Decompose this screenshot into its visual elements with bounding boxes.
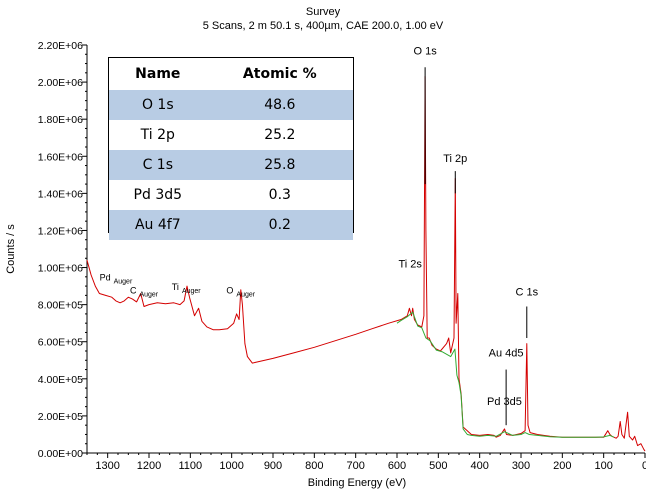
peak-annotation-text: O 1s: [413, 45, 437, 57]
peak-annotation-text: Ti: [172, 282, 179, 292]
peak-annotation-text: C 1s: [515, 286, 538, 298]
peak-annotation-subscript: Auger: [182, 288, 201, 295]
x-tick-label: 600: [388, 460, 406, 472]
table-header-name: Name: [135, 66, 181, 82]
peak-annotation: Ti Auger: [172, 282, 202, 295]
table-row: C 1s 25.8: [109, 150, 353, 180]
table-row: Pd 3d5 0.3: [109, 180, 353, 210]
y-tick-label: 1.00E+06: [38, 263, 83, 275]
peak-annotation: Au 4d5: [489, 348, 524, 360]
x-tick-label: 400: [470, 460, 488, 472]
x-tick-label: 1100: [179, 460, 203, 472]
atomic-percent-cell: 25.2: [264, 127, 296, 143]
table-header-atomic: Atomic %: [242, 66, 317, 82]
x-tick-label: 500: [429, 460, 447, 472]
y-tick-label: 2.00E+05: [38, 411, 83, 423]
peak-annotation: Pd Auger: [100, 273, 133, 286]
atomic-percent-cell: 48.6: [206, 90, 353, 120]
x-tick-label: 900: [264, 460, 282, 472]
peak-annotation-text: Pd: [100, 273, 111, 283]
peak-annotation: Ti 2s: [399, 259, 423, 271]
atomic-percent-cell: 0.3: [268, 187, 291, 203]
x-tick-label: 100: [594, 460, 612, 472]
y-tick-label: 1.20E+06: [38, 225, 83, 237]
peak-annotation-text: Pd 3d5: [487, 396, 522, 408]
peak-annotation: Pd 3d5: [487, 396, 522, 408]
peak-annotation-text: Au 4d5: [489, 348, 524, 360]
atomic-percent-cell: 25.8: [206, 150, 353, 180]
table-row: Au 4f7 0.2: [109, 210, 353, 240]
peak-annotation-subscript: Auger: [114, 279, 133, 286]
peak-annotation-text: C: [130, 286, 137, 296]
atomic-percent-cell: 0.2: [206, 210, 353, 240]
x-axis-label: Binding Energy (eV): [308, 477, 406, 489]
peak-annotation: Ti 2p: [443, 153, 467, 165]
chart-subtitle: 5 Scans, 2 m 50.1 s, 400µm, CAE 200.0, 1…: [202, 20, 444, 32]
element-name-cell: C 1s: [109, 150, 207, 180]
y-axis-label: Counts / s: [5, 224, 17, 274]
y-tick-label: 0.00E+00: [38, 448, 83, 460]
peak-annotation: O 1s: [413, 45, 437, 57]
x-tick-label: 1000: [219, 460, 243, 472]
peak-annotation-subscript: Auger: [139, 292, 158, 299]
y-tick-label: 4.00E+05: [38, 374, 83, 386]
element-name-cell: Ti 2p: [140, 127, 175, 143]
y-tick-label: 1.40E+06: [38, 188, 83, 200]
x-tick-label: 1300: [95, 460, 119, 472]
chart-title: Survey: [305, 6, 341, 18]
y-tick-label: 8.00E+05: [38, 300, 83, 312]
y-tick-label: 1.60E+06: [38, 151, 83, 163]
x-tick-label: 700: [346, 460, 364, 472]
peak-annotation-subscript: Auger: [236, 292, 255, 299]
element-name-cell: Au 4f7: [109, 210, 207, 240]
element-name-cell: O 1s: [109, 90, 207, 120]
y-tick-label: 2.00E+06: [38, 77, 83, 89]
table-header-row: Name Atomic %: [109, 58, 353, 90]
x-tick-label: 1200: [137, 460, 161, 472]
x-tick-label: 800: [305, 460, 323, 472]
x-tick-label: 0: [642, 460, 646, 472]
spectrum-series-1: [396, 311, 615, 438]
peak-annotation: C 1s: [515, 286, 538, 298]
x-tick-label: 200: [553, 460, 571, 472]
peak-annotation-text: Ti 2p: [443, 153, 467, 165]
table-row: O 1s 48.6: [109, 90, 353, 120]
y-tick-label: 6.00E+05: [38, 337, 83, 349]
element-name-cell: Pd 3d5: [133, 187, 183, 203]
atomic-percent-table: Name Atomic % O 1s 48.6 Ti 2p 25.2 C 1s 25.8 P…: [108, 57, 354, 240]
table-row: Ti 2p 25.2: [109, 120, 353, 150]
peak-annotation: C Auger: [130, 286, 159, 299]
y-tick-label: 2.20E+06: [38, 40, 83, 52]
peak-annotation: O Auger: [226, 286, 255, 299]
x-tick-label: 300: [512, 460, 530, 472]
y-tick-label: 1.80E+06: [38, 114, 83, 126]
peak-annotation-text: Ti 2s: [399, 259, 423, 271]
peak-annotation-text: O: [226, 286, 233, 296]
